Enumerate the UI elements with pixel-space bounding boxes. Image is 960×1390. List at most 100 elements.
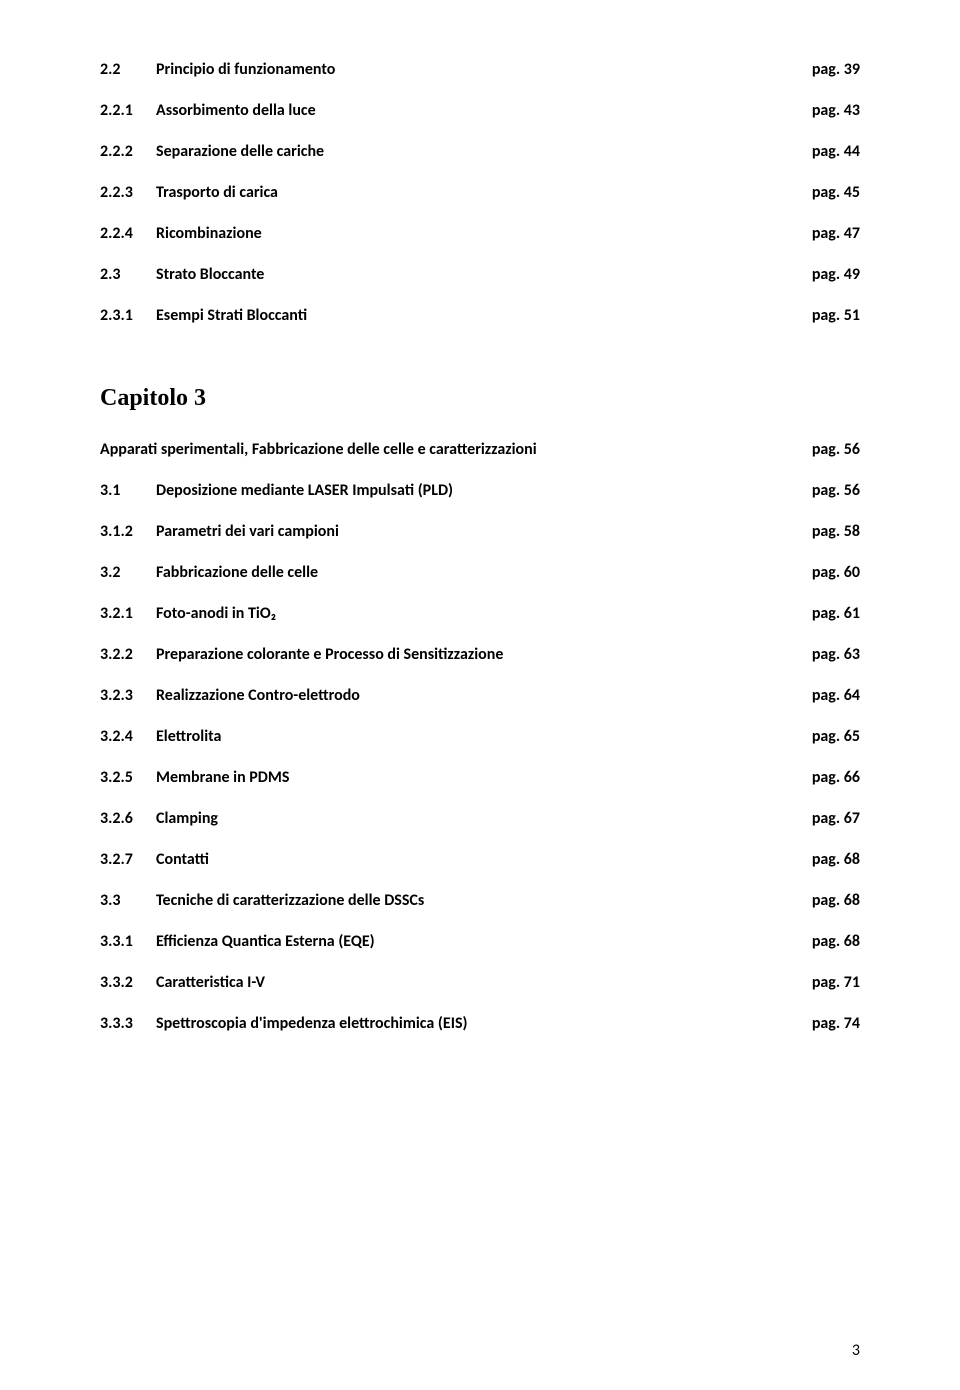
toc-entry-number: 3.1 [100, 481, 156, 500]
toc-entry-left: 2.3 Strato Bloccante [100, 265, 264, 284]
toc-entry-left: 2.3.1 Esempi Strati Bloccanti [100, 306, 307, 325]
toc-entry-title: Ricombinazione [156, 224, 262, 243]
toc-entry: 3.2.3 Realizzazione Contro-elettrodo pag… [100, 686, 860, 705]
toc-entry-left: 3.2.5 Membrane in PDMS [100, 768, 289, 787]
toc-entry-left: 2.2.4 Ricombinazione [100, 224, 262, 243]
toc-entry-page: pag. 47 [812, 224, 860, 243]
toc-entry: 3.2.4 Elettrolita pag. 65 [100, 727, 860, 746]
toc-entry: 3.2.5 Membrane in PDMS pag. 66 [100, 768, 860, 787]
toc-entry-title: Preparazione colorante e Processo di Sen… [156, 645, 503, 664]
toc-entry-title: Esempi Strati Bloccanti [156, 306, 307, 325]
toc-entry-page: pag. 45 [812, 183, 860, 202]
toc-entry-number: 3.2.1 [100, 604, 156, 623]
toc-entry-title: Deposizione mediante LASER Impulsati (PL… [156, 481, 453, 500]
toc-entry: 3.2.1 Foto-anodi in TiO₂ pag. 61 [100, 604, 860, 623]
toc-entry-title: Caratteristica I-V [156, 973, 265, 992]
toc-entry-number: 2.2.3 [100, 183, 156, 202]
toc-entry-title: Fabbricazione delle celle [156, 563, 318, 582]
toc-entry-title: Contatti [156, 850, 209, 869]
toc-entry-number: 3.2.4 [100, 727, 156, 746]
toc-entry-page: pag. 68 [812, 932, 860, 951]
toc-entry-number: 3.2 [100, 563, 156, 582]
toc-entry-page: pag. 68 [812, 850, 860, 869]
toc-chapter-2-continued: 2.2 Principio di funzionamento pag. 39 2… [100, 60, 860, 325]
toc-chapter-3-entries: 3.1 Deposizione mediante LASER Impulsati… [100, 481, 860, 1033]
toc-entry-page: pag. 39 [812, 60, 860, 79]
toc-entry-left: 2.2.3 Trasporto di carica [100, 183, 278, 202]
toc-entry: 3.3.2 Caratteristica I-V pag. 71 [100, 973, 860, 992]
toc-entry-page: pag. 71 [812, 973, 860, 992]
toc-entry-title: Foto-anodi in TiO₂ [156, 604, 276, 623]
toc-entry: 2.2.4 Ricombinazione pag. 47 [100, 224, 860, 243]
toc-entry-left: 3.2.2 Preparazione colorante e Processo … [100, 645, 503, 664]
toc-entry-left: 3.2.7 Contatti [100, 850, 209, 869]
toc-entry-number: 2.2.1 [100, 101, 156, 120]
toc-entry-page: pag. 51 [812, 306, 860, 325]
toc-chapter-3-intro: Apparati sperimentali, Fabbricazione del… [100, 440, 860, 459]
toc-entry-page: pag. 67 [812, 809, 860, 828]
toc-entry-title: Separazione delle cariche [156, 142, 324, 161]
toc-entry-page: pag. 56 [812, 481, 860, 500]
toc-entry-page: pag. 61 [812, 604, 860, 623]
toc-entry-title: Trasporto di carica [156, 183, 278, 202]
toc-entry-left: 3.1 Deposizione mediante LASER Impulsati… [100, 481, 453, 500]
toc-entry-number: 3.3 [100, 891, 156, 910]
toc-entry-left: 2.2.2 Separazione delle cariche [100, 142, 324, 161]
toc-entry-title: Tecniche di caratterizzazione delle DSSC… [156, 891, 424, 910]
toc-entry-number: 3.1.2 [100, 522, 156, 541]
toc-entry-number: 2.2 [100, 60, 156, 79]
toc-entry: 3.3 Tecniche di caratterizzazione delle … [100, 891, 860, 910]
toc-entry-number: 3.2.6 [100, 809, 156, 828]
toc-entry-page: pag. 58 [812, 522, 860, 541]
toc-entry-page: pag. 43 [812, 101, 860, 120]
toc-entry-left: 3.3.3 Spettroscopia d'impedenza elettroc… [100, 1014, 468, 1033]
toc-entry: 3.2.2 Preparazione colorante e Processo … [100, 645, 860, 664]
toc-entry-title: Strato Bloccante [156, 265, 264, 284]
toc-entry: 3.1.2 Parametri dei vari campioni pag. 5… [100, 522, 860, 541]
toc-entry-page: pag. 56 [812, 440, 860, 459]
toc-entry-number: 2.2.2 [100, 142, 156, 161]
toc-entry-page: pag. 65 [812, 727, 860, 746]
toc-entry-title: Clamping [156, 809, 218, 828]
chapter-3-heading: Capitolo 3 [100, 385, 860, 412]
toc-entry-page: pag. 63 [812, 645, 860, 664]
toc-entry-number: 3.2.3 [100, 686, 156, 705]
toc-entry-number: 3.3.2 [100, 973, 156, 992]
toc-entry-title: Realizzazione Contro-elettrodo [156, 686, 360, 705]
toc-entry-title: Apparati sperimentali, Fabbricazione del… [100, 440, 537, 459]
toc-entry-number: 3.2.5 [100, 768, 156, 787]
toc-entry-left: 3.2.1 Foto-anodi in TiO₂ [100, 604, 276, 623]
toc-entry: 2.3.1 Esempi Strati Bloccanti pag. 51 [100, 306, 860, 325]
toc-entry: 2.2.1 Assorbimento della luce pag. 43 [100, 101, 860, 120]
toc-entry: 2.3 Strato Bloccante pag. 49 [100, 265, 860, 284]
toc-entry: 2.2.3 Trasporto di carica pag. 45 [100, 183, 860, 202]
toc-entry-left: 3.1.2 Parametri dei vari campioni [100, 522, 339, 541]
toc-entry-title: Assorbimento della luce [156, 101, 316, 120]
toc-entry-left: 3.2.6 Clamping [100, 809, 218, 828]
toc-entry-page: pag. 49 [812, 265, 860, 284]
toc-entry-title: Principio di funzionamento [156, 60, 335, 79]
toc-entry-number: 3.3.3 [100, 1014, 156, 1033]
toc-entry-page: pag. 74 [812, 1014, 860, 1033]
toc-entry-left: 3.3 Tecniche di caratterizzazione delle … [100, 891, 424, 910]
toc-entry-left: 2.2 Principio di funzionamento [100, 60, 335, 79]
toc-entry-title: Parametri dei vari campioni [156, 522, 339, 541]
toc-entry-number: 2.2.4 [100, 224, 156, 243]
toc-entry: 3.2.7 Contatti pag. 68 [100, 850, 860, 869]
toc-entry-number: 3.2.7 [100, 850, 156, 869]
toc-entry-page: pag. 64 [812, 686, 860, 705]
toc-entry-left: 3.2.3 Realizzazione Contro-elettrodo [100, 686, 360, 705]
toc-entry-title: Elettrolita [156, 727, 221, 746]
toc-entry-title: Membrane in PDMS [156, 768, 289, 787]
toc-entry-page: pag. 60 [812, 563, 860, 582]
toc-entry-page: pag. 66 [812, 768, 860, 787]
toc-entry-left: 3.2 Fabbricazione delle celle [100, 563, 318, 582]
toc-entry-number: 2.3 [100, 265, 156, 284]
toc-entry-number: 3.3.1 [100, 932, 156, 951]
toc-entry: 3.3.1 Efficienza Quantica Esterna (EQE) … [100, 932, 860, 951]
toc-entry: 2.2.2 Separazione delle cariche pag. 44 [100, 142, 860, 161]
toc-entry-title: Spettroscopia d'impedenza elettrochimica… [156, 1014, 468, 1033]
toc-entry: 2.2 Principio di funzionamento pag. 39 [100, 60, 860, 79]
toc-entry: 3.2 Fabbricazione delle celle pag. 60 [100, 563, 860, 582]
toc-entry-left: Apparati sperimentali, Fabbricazione del… [100, 440, 537, 459]
